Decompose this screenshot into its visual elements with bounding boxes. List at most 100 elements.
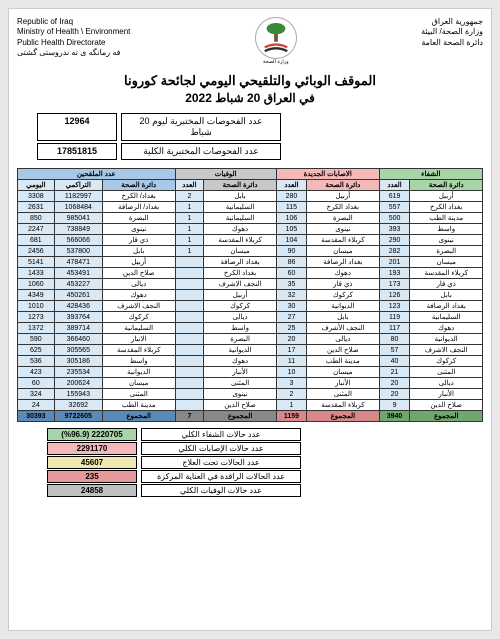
death-dir: بغداد الرصافة (204, 257, 277, 268)
death-dir: الأنبار (204, 367, 277, 378)
vacc-daily: 5141 (18, 257, 55, 268)
table-row: كركوك40مدينة الطب11دهوكواسط305186536 (18, 356, 483, 367)
summary-label: عدد الحالات تحت العلاج (141, 456, 301, 469)
recovery-num: 557 (379, 202, 410, 213)
table-row: البصرة282ميسان90ميسان1بابل5378002456 (18, 246, 483, 257)
case-num: 105 (276, 224, 306, 235)
death-dir: السليمانية (204, 202, 277, 213)
daily-tests-row: عدد الفحوصات المختبرية ليوم 20 شباط 1296… (37, 113, 463, 141)
case-dir: البصرة (307, 213, 380, 224)
vacc-cum: 450261 (54, 290, 102, 301)
vacc-dir: أربيل (102, 257, 175, 268)
summary-row: عدد حالات الوفيات الكلي24858 (47, 484, 453, 497)
summary-value: 2220705 (%96.9) (47, 428, 137, 441)
report-page: Republic of Iraq Ministry of Health \ En… (8, 8, 492, 631)
sub-dir-1: دائرة الصحة (410, 180, 483, 191)
death-num (175, 323, 204, 334)
recovery-dir: النجف الاشرف (410, 345, 483, 356)
vacc-dir: بغداد/ الكرخ (102, 191, 175, 202)
vacc-cum: 478471 (54, 257, 102, 268)
summary-block: عدد حالات الشفاء الكلي2220705 (%96.9)عدد… (17, 428, 483, 497)
case-num: 27 (276, 312, 306, 323)
total-label-1: المجموع (410, 411, 483, 422)
summary-label: عدد حالات الإصابات الكلي (141, 442, 301, 455)
vacc-daily: 2247 (18, 224, 55, 235)
vacc-daily: 2631 (18, 202, 55, 213)
recovery-dir: صلاح الدين (410, 400, 483, 411)
recovery-dir: أربيل (410, 191, 483, 202)
vacc-dir: المثنى (102, 389, 175, 400)
death-dir: كركوك (204, 301, 277, 312)
death-num (175, 312, 204, 323)
case-num: 60 (276, 268, 306, 279)
table-row: بغداد الكرخ557بغداد الكرخ115السليمانية1ب… (18, 202, 483, 213)
case-dir: بغداد الرصافة (307, 257, 380, 268)
recovery-num: 282 (379, 246, 410, 257)
case-num: 280 (276, 191, 306, 202)
death-num: 2 (175, 191, 204, 202)
org-en-line2: Ministry of Health \ Environment (17, 27, 130, 37)
recovery-dir: واسط (410, 224, 483, 235)
recovery-dir: دهوك (410, 323, 483, 334)
total-vacc-daily: 30393 (18, 411, 55, 422)
summary-row: عدد حالات الإصابات الكلي2291170 (47, 442, 453, 455)
total-tests-label: عدد الفحوصات المختبرية الكلية (121, 143, 281, 160)
vacc-dir: الديوانية (102, 367, 175, 378)
case-dir: مدينة الطب (307, 356, 380, 367)
table-row: ميسان201بغداد الرصافة86بغداد الرصافةأربي… (18, 257, 483, 268)
vacc-daily: 423 (18, 367, 55, 378)
case-dir: ميسان (307, 246, 380, 257)
vacc-daily: 324 (18, 389, 55, 400)
case-dir: ذي قار (307, 279, 380, 290)
ministry-logo-icon (255, 17, 297, 59)
death-dir: صلاح الدين (204, 400, 277, 411)
vacc-cum: 155943 (54, 389, 102, 400)
case-num: 35 (276, 279, 306, 290)
case-dir: كربلاء المقدسة (307, 400, 380, 411)
vacc-daily: 3308 (18, 191, 55, 202)
table-body: أربيل619أربيل280بابل2بغداد/ الكرخ1182997… (18, 191, 483, 422)
vacc-dir: كربلاء المقدسة (102, 345, 175, 356)
total-label-4: المجموع (102, 411, 175, 422)
sub-dir-3: دائرة الصحة (204, 180, 277, 191)
report-title: الموقف الوبائي والتلقيحي اليومي لجائحة ك… (17, 73, 483, 89)
recovery-dir: بغداد الكرخ (410, 202, 483, 213)
recovery-dir: الديوانية (410, 334, 483, 345)
vacc-daily: 1433 (18, 268, 55, 279)
recovery-num: 619 (379, 191, 410, 202)
death-dir: دهوك (204, 224, 277, 235)
death-num (175, 378, 204, 389)
death-dir: أربيل (204, 290, 277, 301)
sub-dir-4: دائرة الصحة (102, 180, 175, 191)
vacc-daily: 2456 (18, 246, 55, 257)
death-num (175, 389, 204, 400)
page-header: Republic of Iraq Ministry of Health \ En… (17, 17, 483, 65)
logo-caption: وزارة الصحة (255, 59, 297, 65)
vacc-dir: الانبار (102, 334, 175, 345)
case-num: 115 (276, 202, 306, 213)
total-vacc-cum: 9722605 (54, 411, 102, 422)
case-num: 25 (276, 323, 306, 334)
death-dir: كربلاء المقدسة (204, 235, 277, 246)
case-num: 30 (276, 301, 306, 312)
summary-label: عدد حالات الوفيات الكلي (141, 484, 301, 497)
case-num: 10 (276, 367, 306, 378)
recovery-num: 173 (379, 279, 410, 290)
death-dir: البصرة (204, 334, 277, 345)
death-num: 1 (175, 213, 204, 224)
recovery-dir: ذي قار (410, 279, 483, 290)
death-dir: بابل (204, 191, 277, 202)
summary-value: 235 (47, 470, 137, 483)
daily-tests-label: عدد الفحوصات المختبرية ليوم 20 شباط (121, 113, 281, 141)
report-subtitle: في العراق 20 شباط 2022 (17, 91, 483, 105)
table-row: صلاح الدين9كربلاء المقدسة1صلاح الدينمدين… (18, 400, 483, 411)
table-row: النجف الاشرف57صلاح الدين17الديوانيةكربلا… (18, 345, 483, 356)
table-row: المثنى21ميسان10الأنبارالديوانية235534423 (18, 367, 483, 378)
vacc-dir: مدينة الطب (102, 400, 175, 411)
recovery-num: 21 (379, 367, 410, 378)
recovery-dir: ميسان (410, 257, 483, 268)
case-dir: نينوى (307, 224, 380, 235)
recovery-num: 393 (379, 224, 410, 235)
total-tests-row: عدد الفحوصات المختبرية الكلية 17851815 (37, 143, 463, 160)
vacc-daily: 590 (18, 334, 55, 345)
